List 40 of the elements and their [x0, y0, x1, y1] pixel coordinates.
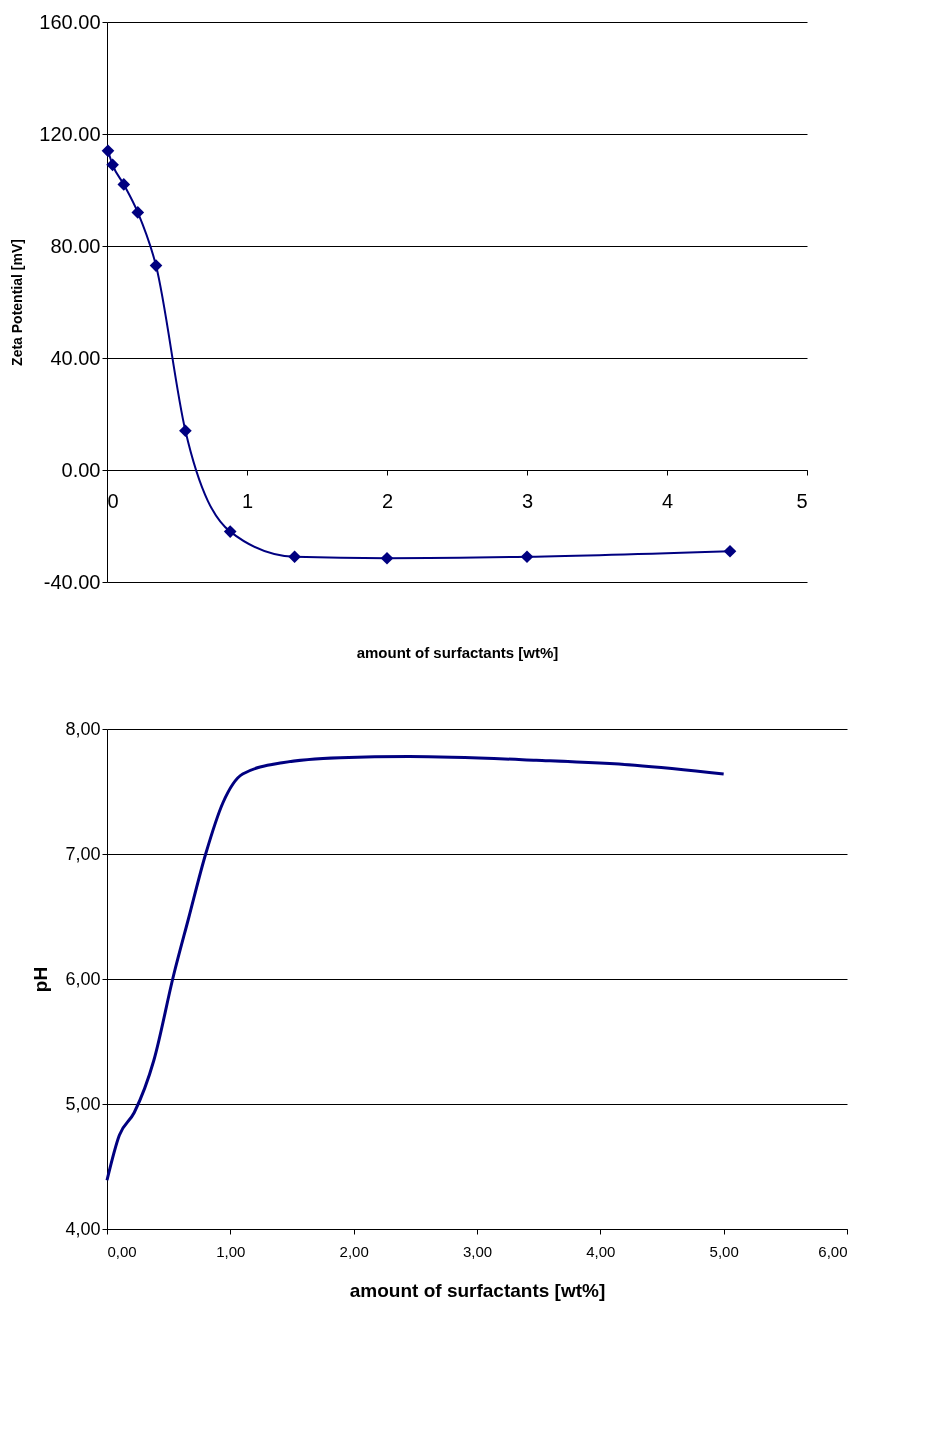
- x-tick-label: 0,00: [107, 1242, 137, 1260]
- point: [223, 525, 237, 538]
- point: [117, 178, 131, 191]
- point: [179, 424, 192, 438]
- x-tick-label: 1: [241, 489, 254, 512]
- y-tick-label: -40.00: [43, 570, 101, 593]
- y-tick-label: 4,00: [65, 1218, 101, 1239]
- x-tick-label: 3,00: [462, 1242, 493, 1260]
- point: [288, 550, 301, 564]
- x-tick-label: 3: [521, 489, 534, 512]
- point: [149, 259, 163, 272]
- point: [380, 551, 394, 565]
- point: [101, 144, 115, 158]
- x-tick-label: 2: [381, 489, 394, 512]
- x-tick-label: 5,00: [709, 1242, 739, 1260]
- y-tick-label: 160.00: [39, 10, 101, 33]
- x-tick-label: 4,00: [586, 1242, 616, 1260]
- point: [131, 206, 145, 219]
- point: [723, 544, 737, 558]
- x-tick-label: 0: [107, 489, 119, 512]
- y-tick-label: 8,00: [65, 718, 101, 739]
- x-axis-title: amount of surfactants [wt%]: [356, 643, 559, 661]
- y-axis-title: Zeta Potential [mV]: [9, 239, 26, 366]
- line-series: [105, 755, 726, 1182]
- y-axis-title: pH: [30, 966, 52, 993]
- point: [520, 550, 534, 564]
- point: [106, 158, 119, 172]
- y-tick-label: 5,00: [65, 1093, 101, 1114]
- y-tick-label: 6,00: [65, 968, 101, 989]
- x-axis-title: amount of surfactants [wt%]: [349, 1279, 606, 1301]
- x-tick-label: 2,00: [339, 1242, 369, 1260]
- x-tick-label: 6,00: [818, 1242, 848, 1260]
- x-tick-label: 5: [796, 489, 808, 512]
- y-tick-label: 120.00: [39, 122, 101, 145]
- y-tick-label: 40.00: [50, 346, 101, 369]
- x-tick-label: 1,00: [216, 1242, 246, 1260]
- x-tick-label: 4: [661, 489, 674, 512]
- y-tick-label: 7,00: [65, 843, 101, 864]
- y-tick-label: 80.00: [50, 234, 101, 257]
- y-tick-label: 0.00: [61, 458, 101, 481]
